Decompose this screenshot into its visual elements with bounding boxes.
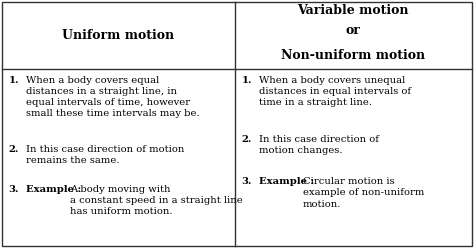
Text: 3.: 3. (242, 177, 252, 186)
Text: A body moving with
a constant speed in a straight line
has uniform motion.: A body moving with a constant speed in a… (70, 185, 242, 216)
Text: In this case direction of
motion changes.: In this case direction of motion changes… (259, 135, 379, 155)
Text: In this case direction of motion
remains the same.: In this case direction of motion remains… (26, 145, 184, 165)
Text: 2.: 2. (9, 145, 19, 154)
Text: When a body covers unequal
distances in equal intervals of
time in a straight li: When a body covers unequal distances in … (259, 76, 411, 107)
Text: When a body covers equal
distances in a straight line, in
equal intervals of tim: When a body covers equal distances in a … (26, 76, 200, 118)
Text: Variable motion: Variable motion (297, 4, 409, 17)
Text: Example :: Example : (26, 185, 81, 194)
Text: 1.: 1. (9, 76, 19, 85)
Text: Non-uniform motion: Non-uniform motion (281, 49, 425, 62)
Text: Example :: Example : (259, 177, 314, 186)
Text: 3.: 3. (9, 185, 19, 194)
Text: or: or (346, 24, 361, 37)
Text: 1.: 1. (242, 76, 252, 85)
Text: Uniform motion: Uniform motion (63, 29, 174, 42)
Text: Circular motion is
example of non-uniform
motion.: Circular motion is example of non-unifor… (303, 177, 424, 209)
Text: 2.: 2. (242, 135, 252, 144)
